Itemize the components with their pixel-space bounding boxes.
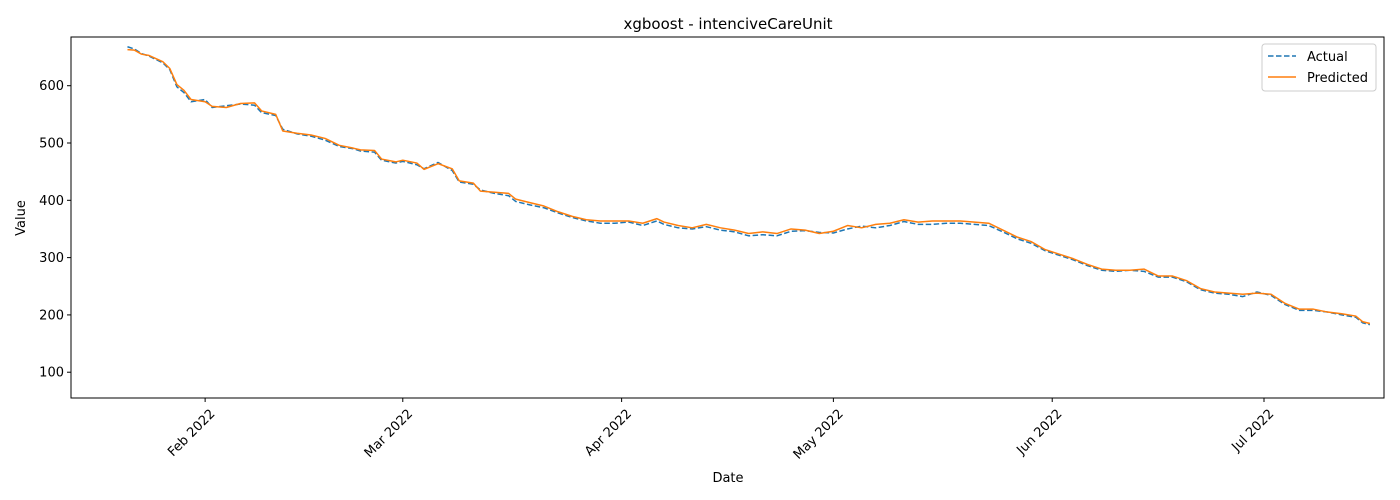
y-axis-label: Value	[14, 200, 29, 236]
y-tick-label: 200	[39, 308, 64, 323]
series-line-actual	[127, 46, 1371, 326]
x-axis-label: Date	[712, 471, 743, 486]
legend: Actual Predicted	[1261, 43, 1377, 92]
y-axis: 100 200 300 400 500 600	[39, 79, 71, 381]
y-tick-label: 600	[39, 79, 64, 94]
y-tick-label: 500	[39, 137, 64, 152]
chart-title: xgboost - intenciveCareUnit	[624, 15, 833, 33]
y-tick-label: 100	[39, 366, 64, 381]
legend-box	[1261, 43, 1377, 92]
legend-predicted-label: Predicted	[1307, 71, 1368, 86]
plot-area-frame	[70, 36, 1385, 399]
series-line-predicted	[127, 48, 1371, 325]
legend-actual-label: Actual	[1307, 50, 1348, 65]
y-tick-label: 400	[39, 194, 64, 209]
y-tick-label: 300	[39, 251, 64, 266]
